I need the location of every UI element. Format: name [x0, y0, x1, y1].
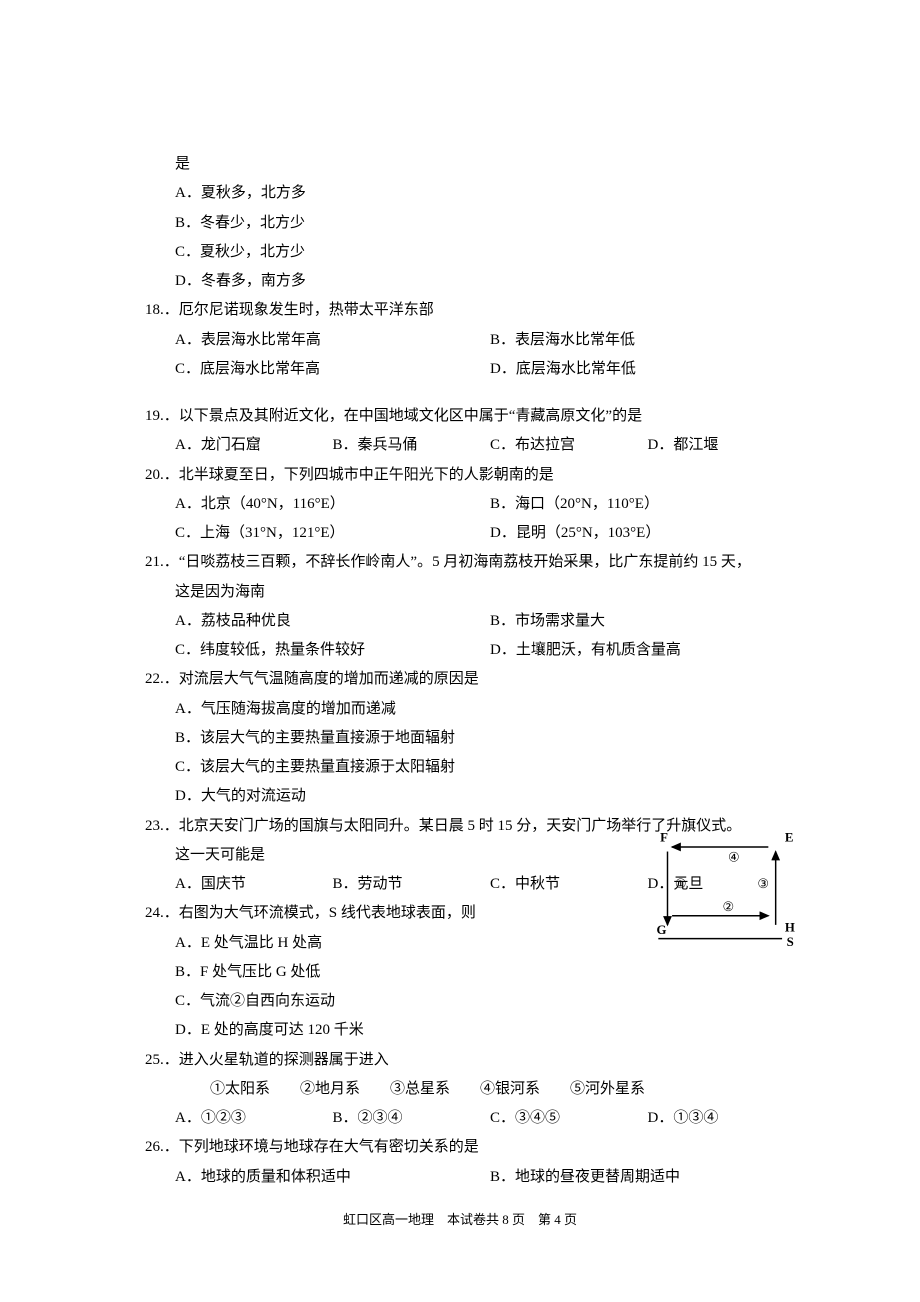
diagram-2: ② — [723, 900, 735, 914]
q19-a: A．龙门石窟 — [175, 431, 333, 460]
q17-tail: 是 — [115, 150, 805, 179]
q17-a: A．夏秋多，北方多 — [115, 179, 805, 208]
q22-a: A．气压随海拔高度的增加而递减 — [115, 695, 805, 724]
q19-d: D．都江堰 — [648, 431, 806, 460]
q23-a: A．国庆节 — [175, 870, 333, 899]
diagram-F: F — [660, 830, 668, 844]
q21-row2: C．纬度较低，热量条件较好 D．土壤肥沃，有机质含量高 — [115, 636, 805, 665]
q21-b: B．市场需求量大 — [490, 607, 805, 636]
page-footer: 虹口区高一地理 本试卷共 8 页 第 4 页 — [0, 1207, 920, 1232]
q25-d: D．①③④ — [648, 1104, 806, 1133]
q25-list: ①太阳系 ②地月系 ③总星系 ④银河系 ⑤河外星系 — [115, 1075, 805, 1104]
q20-c: C．上海（31°N，121°E） — [175, 519, 490, 548]
q17-d: D．冬春多，南方多 — [115, 267, 805, 296]
q20-stem: 20.．北半球夏至日，下列四城市中正午阳光下的人影朝南的是 — [115, 461, 805, 490]
q20-row1: A．北京（40°N，116°E） B．海口（20°N，110°E） — [115, 490, 805, 519]
q18-row2: C．底层海水比常年高 D．底层海水比常年低 — [115, 355, 805, 384]
q23-b: B．劳动节 — [333, 870, 491, 899]
q20-b: B．海口（20°N，110°E） — [490, 490, 805, 519]
q18-c: C．底层海水比常年高 — [175, 355, 490, 384]
diagram-4: ④ — [728, 851, 740, 865]
q24-d: D．E 处的高度可达 120 千米 — [115, 1016, 805, 1045]
q22-b: B．该层大气的主要热量直接源于地面辐射 — [115, 724, 805, 753]
q18-row1: A．表层海水比常年高 B．表层海水比常年低 — [115, 326, 805, 355]
diagram-H: H — [785, 920, 795, 934]
q24-diagram: F E G H S ① ② ③ ④ — [640, 828, 805, 953]
q21-a: A．荔枝品种优良 — [175, 607, 490, 636]
q23-c: C．中秋节 — [490, 870, 648, 899]
q17-c: C．夏秋少，北方少 — [115, 238, 805, 267]
q19-b: B．秦兵马俑 — [333, 431, 491, 460]
q22-d: D．大气的对流运动 — [115, 782, 805, 811]
q25-b: B．②③④ — [333, 1104, 491, 1133]
q19-opts: A．龙门石窟 B．秦兵马俑 C．布达拉宫 D．都江堰 — [115, 431, 805, 460]
q25-c: C．③④⑤ — [490, 1104, 648, 1133]
diagram-G: G — [657, 923, 667, 937]
q21-stem: 21.．“日啖荔枝三百颗，不辞长作岭南人”。5 月初海南荔枝开始采果，比广东提前… — [115, 548, 805, 577]
diagram-1: ① — [675, 877, 687, 891]
q21-stem2: 这是因为海南 — [115, 578, 805, 607]
q20-a: A．北京（40°N，116°E） — [175, 490, 490, 519]
q21-row1: A．荔枝品种优良 B．市场需求量大 — [115, 607, 805, 636]
q22-stem: 22.．对流层大气气温随高度的增加而递减的原因是 — [115, 665, 805, 694]
q18-b: B．表层海水比常年低 — [490, 326, 805, 355]
q20-d: D．昆明（25°N，103°E） — [490, 519, 805, 548]
q18-a: A．表层海水比常年高 — [175, 326, 490, 355]
q26-row1: A．地球的质量和体积适中 B．地球的昼夜更替周期适中 — [115, 1163, 805, 1192]
q18-stem: 18.．厄尔尼诺现象发生时，热带太平洋东部 — [115, 296, 805, 325]
diagram-S: S — [787, 935, 794, 949]
q26-stem: 26.．下列地球环境与地球存在大气有密切关系的是 — [115, 1133, 805, 1162]
q21-d: D．土壤肥沃，有机质含量高 — [490, 636, 805, 665]
diagram-E: E — [785, 830, 794, 844]
q19-stem: 19.．以下景点及其附近文化，在中国地域文化区中属于“青藏高原文化”的是 — [115, 402, 805, 431]
q25-a: A．①②③ — [175, 1104, 333, 1133]
q17-b: B．冬春少，北方少 — [115, 209, 805, 238]
q25-opts: A．①②③ B．②③④ C．③④⑤ D．①③④ — [115, 1104, 805, 1133]
q26-b: B．地球的昼夜更替周期适中 — [490, 1163, 805, 1192]
q21-c: C．纬度较低，热量条件较好 — [175, 636, 490, 665]
q24-b: B．F 处气压比 G 处低 — [115, 958, 805, 987]
q20-row2: C．上海（31°N，121°E） D．昆明（25°N，103°E） — [115, 519, 805, 548]
q18-d: D．底层海水比常年低 — [490, 355, 805, 384]
q26-a: A．地球的质量和体积适中 — [175, 1163, 490, 1192]
q22-c: C．该层大气的主要热量直接源于太阳辐射 — [115, 753, 805, 782]
q25-stem: 25.．进入火星轨道的探测器属于进入 — [115, 1046, 805, 1075]
q24-c: C．气流②自西向东运动 — [115, 987, 805, 1016]
q19-c: C．布达拉宫 — [490, 431, 648, 460]
diagram-3: ③ — [757, 877, 769, 891]
